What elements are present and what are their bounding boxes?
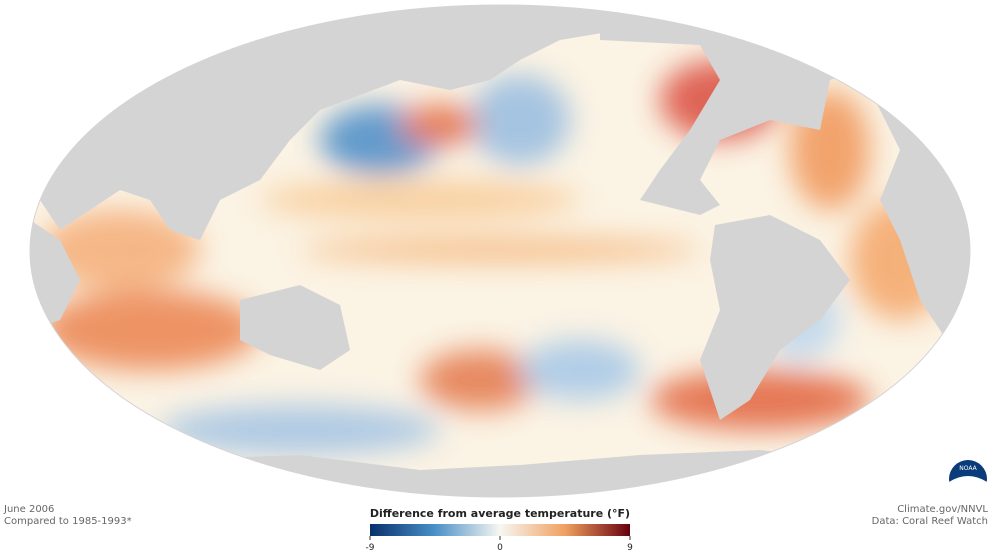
date: June 2006 [3,504,54,515]
legend-tick-label: -9 [366,543,375,553]
legend-title: Difference from average temperature (°F) [370,507,630,520]
source: Data: Coral Reef Watch [872,516,988,527]
baseline: Compared to 1985-1993* [4,516,132,527]
noaa-logo: NOAA [949,460,987,501]
legend-tick-label: 9 [627,543,633,553]
anomaly-field [40,60,950,455]
logo-text: NOAA [959,465,977,472]
color-scale [370,524,630,536]
credit: Climate.gov/NNVL [897,504,988,515]
logo-wave [949,476,987,501]
legend-tick-label: 0 [497,543,503,553]
globe-outline [29,4,971,498]
